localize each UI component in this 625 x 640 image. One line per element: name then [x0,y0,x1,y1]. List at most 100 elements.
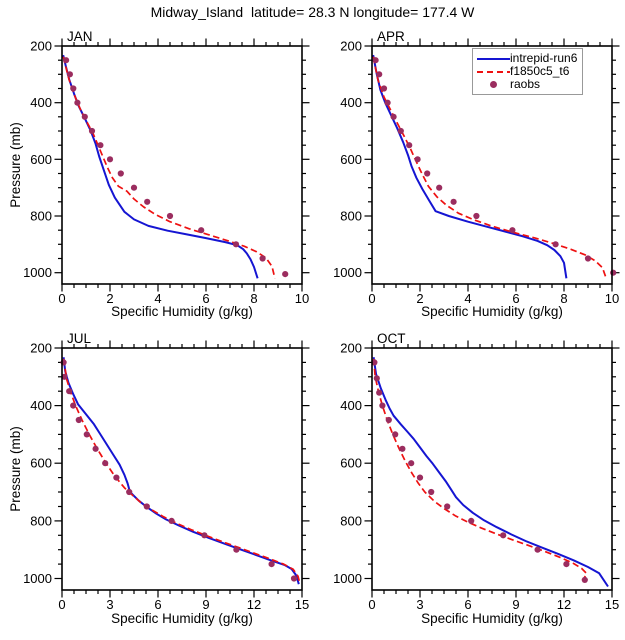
raobs-point [450,198,457,205]
x-tick-label: 0 [58,597,65,612]
x-tick-label: 12 [557,597,571,612]
raobs-point [75,416,82,424]
raobs-point [201,532,208,539]
raobs-point [166,212,174,220]
y-tick-label: 600 [30,152,52,167]
raobs-point [106,156,114,163]
plot-frame [371,45,613,285]
raobs-point [97,142,104,149]
x-tick-label: 6 [512,291,519,306]
axis-ticks [54,38,310,292]
legend-item-raobs: raobs [477,78,581,91]
raobs-point [66,71,73,78]
x-tick-label: 8 [560,291,567,306]
curve-intrepid-run6 [62,357,300,585]
curve-f1850c5-t6 [62,56,276,279]
y-tick-label: 400 [340,95,362,110]
y-tick-label: 200 [340,39,362,54]
raobs-point [397,127,404,135]
raobs-point [143,503,150,510]
y-tick-label: 400 [30,95,52,110]
raobs-point [290,575,298,582]
raobs-point [581,576,588,584]
legend-dashed-sample-icon [477,65,510,78]
figure-title: Midway_Island latitude= 28.3 N longitude… [150,4,475,20]
raobs-point [436,184,443,191]
y-tick-label: 600 [340,152,362,167]
raobs-point [584,255,592,262]
legend-item-label: raobs [510,77,541,91]
raobs-point [406,142,413,149]
x-tick-label: 10 [295,291,309,306]
curve-intrepid-run6 [372,357,609,588]
y-tick-label: 400 [30,398,52,413]
panel-title: OCT [377,331,406,346]
raobs-point [282,271,289,278]
y-tick-label: 400 [340,398,362,413]
y-tick-label: 200 [30,39,52,54]
legend-item-label: f1850c5_t6 [510,64,570,78]
curve-f1850c5-t6 [372,358,588,581]
raobs-point [385,416,392,424]
raobs-point [63,57,70,64]
raobs-point [130,184,138,191]
raobs-point [373,375,380,382]
x-tick-label: 0 [368,291,375,306]
raobs-point [268,561,275,568]
raobs-point [113,474,120,481]
x-tick-label: 2 [416,291,423,306]
x-tick-label: 6 [202,291,209,306]
legend-item-intrepid_run6: intrepid-run6 [477,52,581,65]
x-tick-label: 0 [368,597,375,612]
y-tick-label: 1000 [23,265,52,280]
legend-item-label: intrepid-run6 [510,51,578,65]
raobs-point [144,198,151,205]
panel-title: JUL [67,331,91,346]
raobs-point [414,156,421,163]
y-tick-label: 200 [340,341,362,356]
y-tick-label: 1000 [333,571,362,586]
x-tick-label: 12 [247,597,261,612]
raobs-point [232,241,240,248]
raobs-point [74,99,81,106]
x-tick-label: 9 [512,597,519,612]
legend-dot-sample-icon [477,78,510,91]
panel-apr: 0 2 4 6 8 10 200 400 600 800 1000 APR [333,29,620,306]
raobs-point [534,546,541,553]
raobs-point [563,561,570,568]
x-axis-label-apr: Specific Humidity (g/kg) [421,304,563,319]
legend-item-f1850c5_t6: f1850c5_t6 [477,65,581,78]
x-tick-label: 2 [106,291,113,306]
raobs-point [509,227,516,234]
y-tick-label: 800 [340,209,362,224]
legend: intrepid-run6 f1850c5_t6 raobs [472,48,583,95]
raobs-point [102,460,109,467]
panel-jul: 0 3 6 9 12 15 200 400 600 800 1000 JUL [23,331,310,612]
y-tick-label: 200 [30,341,52,356]
x-tick-label: 4 [464,291,471,306]
raobs-point [233,546,240,553]
y-tick-label: 800 [30,513,52,528]
axis-ticks [364,340,620,598]
x-tick-label: 3 [416,597,423,612]
y-tick-label: 1000 [333,265,362,280]
raobs-point [83,431,90,438]
raobs-point [70,402,77,409]
axis-ticks [54,340,310,598]
raobs-point [88,127,96,135]
x-axis-label-oct: Specific Humidity (g/kg) [421,611,563,626]
raobs-point [380,85,388,92]
x-tick-label: 0 [58,291,65,306]
curve-f1850c5-t6 [372,56,607,279]
y-tick-label: 800 [340,513,362,528]
raobs-point [376,71,383,78]
x-axis-label-jul: Specific Humidity (g/kg) [111,611,253,626]
raobs-point [408,460,415,467]
panel-title: JAN [67,29,93,44]
raobs-point [428,488,435,496]
panel-title: APR [377,29,405,44]
legend-solid-sample-icon [477,52,510,65]
x-tick-label: 9 [202,597,209,612]
